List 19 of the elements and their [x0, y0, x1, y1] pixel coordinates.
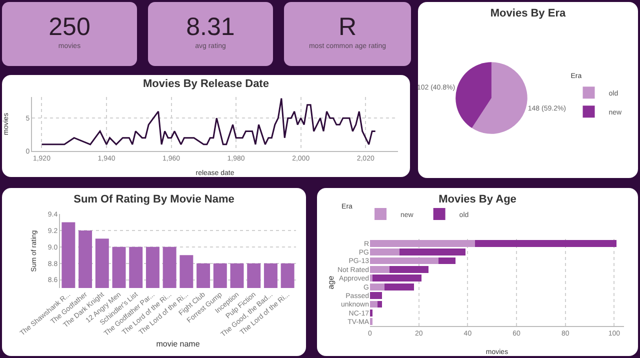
chart-title: Movies By Era [490, 8, 566, 20]
pie-slice [472, 62, 528, 134]
text: 8.31 [185, 13, 236, 41]
text: 250 [48, 13, 92, 41]
bar [438, 257, 456, 264]
x-axis-title: movie name [156, 339, 200, 348]
chart-title: Movies By Age [438, 193, 516, 206]
bar [370, 292, 382, 300]
bar [384, 283, 414, 290]
pie-slice [456, 62, 492, 128]
chart-title: Movies By Release Date [143, 78, 269, 90]
bar [370, 300, 378, 308]
bar [370, 257, 438, 264]
line-series [40, 98, 376, 146]
bar [370, 283, 385, 290]
bar [475, 240, 617, 247]
chart-title: Sum Of Rating By Movie Name [74, 193, 234, 206]
bar [399, 248, 466, 256]
y-axis-title: age [326, 275, 336, 290]
